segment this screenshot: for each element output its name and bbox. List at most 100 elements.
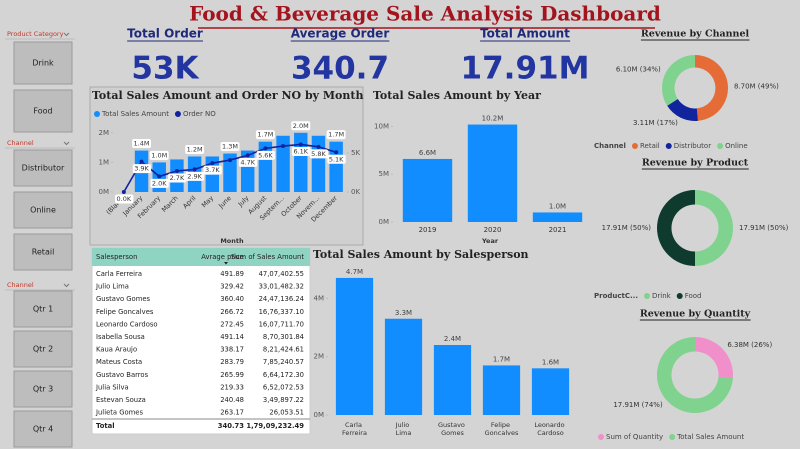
- table-cell: Leonardo Cardoso: [96, 320, 158, 328]
- table-cell: 491.89: [220, 270, 244, 278]
- data-label: 8.70M (49%): [734, 82, 779, 90]
- table-cell: 24,47,136.24: [259, 295, 304, 303]
- slicer-button[interactable]: [13, 89, 73, 133]
- label-bg: [326, 130, 346, 140]
- legend-title: Channel: [594, 142, 626, 150]
- x-tick-label: Felipe Goncalves: [485, 421, 519, 437]
- table-cell: 283.79: [220, 358, 244, 366]
- bar: [482, 365, 521, 415]
- legend-marker: [717, 143, 724, 149]
- slicer-item: Qtr 2: [33, 345, 53, 354]
- bar: [311, 135, 326, 192]
- line-point: [316, 144, 321, 149]
- table-cell: 219.33: [220, 383, 244, 391]
- kpi-label: Average Order: [291, 27, 390, 41]
- slicer-button[interactable]: [13, 191, 73, 229]
- legend-marker: [631, 143, 638, 149]
- data-label: 1.7M: [257, 131, 273, 139]
- donut-segment: [695, 337, 733, 379]
- donut-segment: [695, 190, 733, 266]
- bar: [384, 318, 423, 415]
- slicer-item: Online: [30, 206, 56, 215]
- line-point: [121, 190, 126, 194]
- table-cell: 26,053.51: [269, 409, 304, 417]
- chart-title: Total Sales Amount and Order NO by Month: [92, 89, 363, 102]
- bar: [531, 368, 570, 415]
- data-label: 5.6K: [258, 151, 273, 159]
- kpi-label: Total Order: [127, 27, 203, 41]
- x-tick-label: Gustavo Gomes: [438, 421, 467, 437]
- legend-label: Drink: [652, 292, 672, 300]
- data-label: 2.4M: [444, 335, 461, 343]
- chevron: [63, 141, 70, 146]
- chevron: [63, 283, 70, 288]
- data-label: 6.38M (26%): [727, 341, 772, 349]
- data-label: 6.6M: [419, 149, 436, 157]
- data-label: 1.7M: [328, 131, 344, 139]
- data-label: 2.0M: [293, 122, 309, 130]
- table-cell: 6,52,072.53: [263, 383, 304, 391]
- chart-title: Total Sales Amount by Year: [373, 89, 541, 102]
- x-tick-label: 2021: [549, 226, 567, 234]
- slicer-button[interactable]: [13, 410, 73, 448]
- bar: [294, 132, 308, 192]
- y-tick-label: 5K: [351, 149, 360, 157]
- table-cell: 272.45: [220, 320, 244, 328]
- donut-segment: [657, 337, 733, 414]
- slicer-item: Distributor: [22, 164, 65, 173]
- x-tick-label: Carla Ferreira: [342, 421, 367, 437]
- slicer-item: Drink: [32, 59, 54, 68]
- table-cell: Julieta Gomes: [95, 409, 143, 417]
- slicer-button[interactable]: [13, 330, 73, 368]
- data-label: 1.3M: [222, 143, 238, 151]
- table-cell: Isabella Sousa: [96, 333, 145, 341]
- data-label: 4.7M: [346, 268, 363, 276]
- table-cell: 33,01,482.32: [259, 283, 304, 291]
- data-label: 3.11M (17%): [633, 119, 678, 127]
- data-label: 17.91M (74%): [613, 401, 663, 409]
- line-point: [157, 174, 162, 179]
- legend-marker: [94, 111, 100, 117]
- label-bg: [132, 139, 152, 149]
- table-cell: Felipe Goncalves: [96, 308, 154, 316]
- label-bg: [185, 144, 205, 154]
- line-point: [281, 144, 286, 149]
- table-cell: 266.72: [220, 308, 244, 316]
- x-tick-label: Julio Lima: [395, 421, 412, 437]
- line-point: [263, 146, 268, 151]
- legend-label: Online: [725, 142, 748, 150]
- legend-label: Distributor: [674, 142, 711, 150]
- bar: [329, 141, 343, 192]
- data-label: 17.91M (50%): [602, 224, 652, 232]
- x-tick-label: 2019: [419, 226, 437, 234]
- slicer-button[interactable]: [13, 41, 73, 85]
- data-label: 3.3M: [395, 309, 412, 317]
- table-cell: 16,76,337.10: [259, 308, 304, 316]
- data-label: 4.7K: [240, 158, 255, 166]
- table-total: 340.73: [218, 422, 244, 430]
- slicer-title: Channel: [7, 281, 34, 289]
- table-cell: 329.42: [220, 283, 244, 291]
- slicer-button[interactable]: [13, 233, 73, 271]
- table-header: Avrage price: [201, 253, 244, 261]
- data-label: 6.1K: [293, 147, 308, 155]
- table-cell: 263.17: [220, 409, 244, 417]
- kpi-value: 17.91M: [461, 51, 590, 87]
- kpi-value: 53K: [131, 51, 199, 87]
- data-label: 5.1K: [329, 155, 344, 163]
- bar: [223, 153, 237, 192]
- dashboard-title: Food & Beverage Sale Analysis Dashboard: [189, 2, 661, 26]
- x-tick-label: 2020: [484, 226, 502, 234]
- legend-title: ProductC...: [594, 292, 638, 300]
- table-cell: Estevan Souza: [96, 396, 146, 404]
- slicer-item: Food: [33, 107, 52, 116]
- slicer-button[interactable]: [13, 149, 73, 187]
- donut-segment: [667, 99, 698, 122]
- slicer-button[interactable]: [13, 370, 73, 408]
- legend-label: Sum of Quantity: [606, 433, 663, 441]
- data-label: 1.7M: [493, 355, 510, 363]
- table-total: Total: [96, 422, 115, 430]
- y-tick-label: 5M: [379, 170, 390, 178]
- slicer-button[interactable]: [13, 290, 73, 328]
- data-label: 2.0K: [152, 179, 167, 187]
